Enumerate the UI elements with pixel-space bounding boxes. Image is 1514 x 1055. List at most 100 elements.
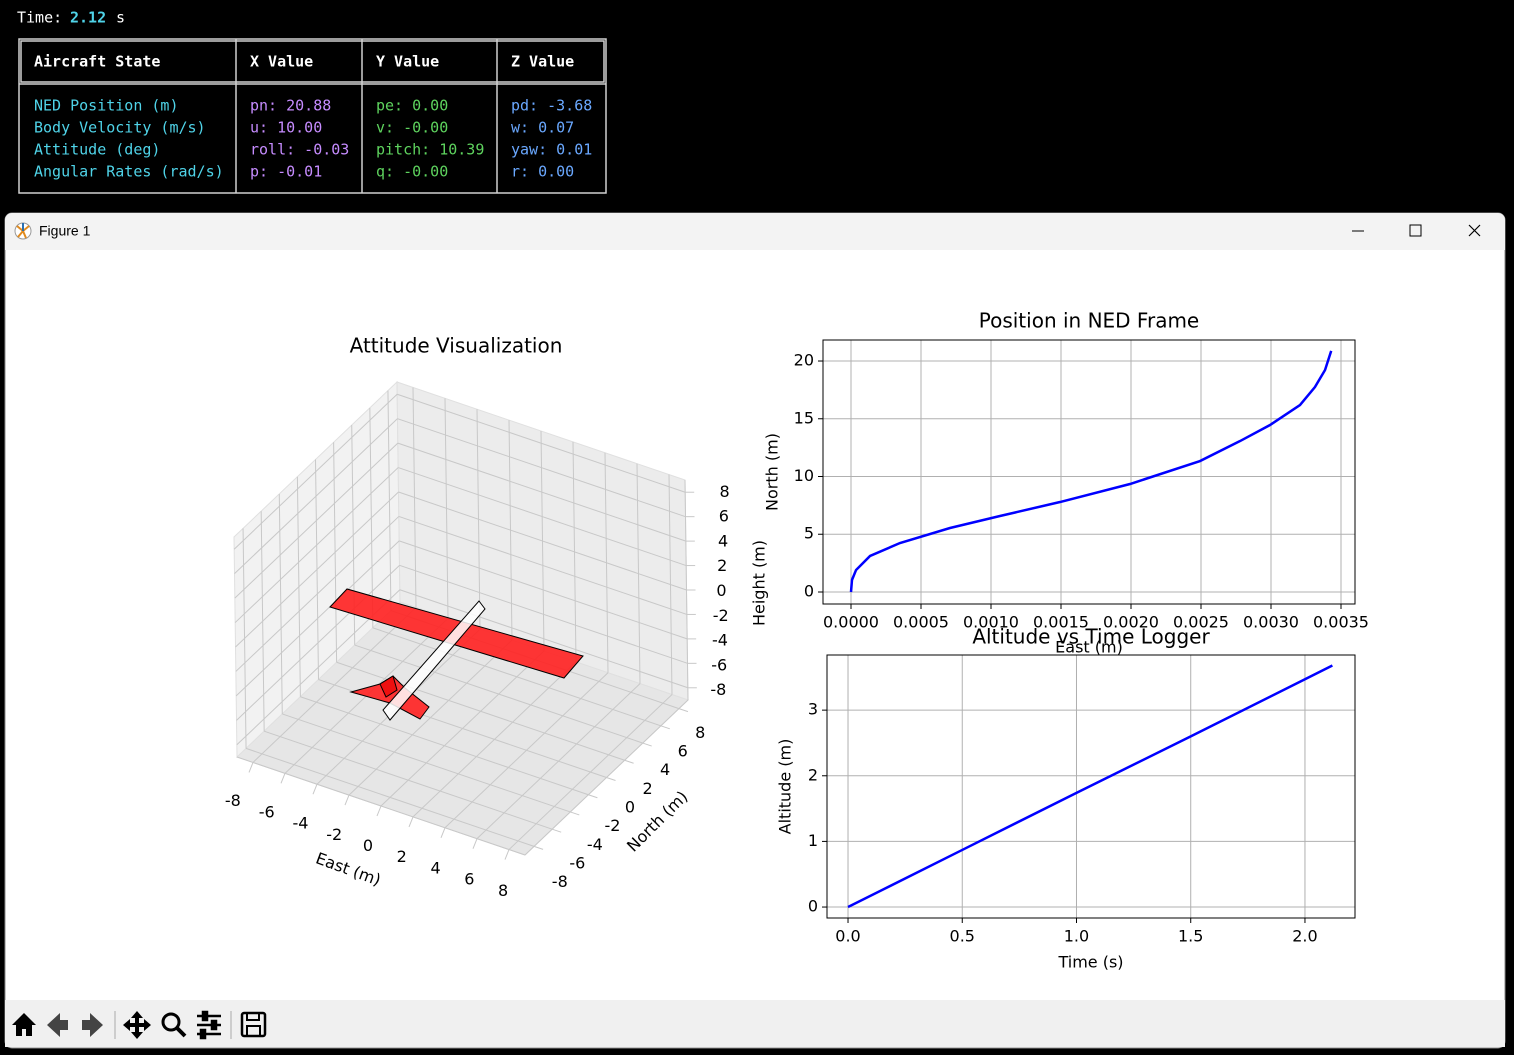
terminal: Time: 2.12 s Aircraft State X Value Y Valu… — [17, 9, 607, 194]
configure-button[interactable] — [197, 1010, 221, 1040]
time-unit: s — [116, 9, 125, 27]
table-cell: q: -0.00 — [376, 163, 448, 181]
table-cell: r: 0.00 — [511, 163, 574, 181]
tick-mark — [472, 838, 478, 849]
z-tick-label: -6 — [711, 655, 727, 674]
grid-line — [399, 564, 688, 664]
table-cell: Angular Rates (rad/s) — [34, 163, 224, 181]
forward-button[interactable] — [82, 1013, 103, 1037]
z-axis-label: Height (m) — [750, 540, 769, 626]
grid-line — [399, 540, 688, 640]
tick-mark — [570, 811, 580, 816]
table-header: Aircraft State — [34, 53, 160, 71]
z-tick-label: -2 — [713, 606, 729, 625]
y-tick-label: 0 — [625, 798, 635, 817]
aircraft-fuselage — [382, 600, 486, 721]
grid-line — [372, 627, 661, 727]
z-tick-label: 6 — [719, 507, 729, 526]
window-title: Figure 1 — [39, 223, 91, 239]
tick-mark — [312, 784, 318, 795]
tick-mark — [408, 816, 414, 828]
tick-mark — [533, 845, 544, 850]
table-cell: Attitude (deg) — [34, 141, 160, 159]
grid-line — [397, 393, 686, 493]
x-tick-label: -8 — [225, 791, 241, 810]
table-cell: w: 0.07 — [511, 119, 574, 137]
x-tick-label: -6 — [259, 802, 275, 821]
back-button[interactable] — [47, 1013, 68, 1037]
grid-line — [233, 393, 398, 550]
z-tick-label: 4 — [718, 531, 728, 550]
y-tick-label: -4 — [587, 835, 603, 854]
x-tick-label: 0.0 — [835, 927, 860, 946]
x-tick-label: -4 — [292, 814, 308, 833]
y-tick-label: 10 — [794, 466, 814, 485]
grid-line — [398, 491, 687, 591]
axes-frame — [826, 654, 1356, 919]
x-tick-label: 6 — [464, 870, 474, 889]
pan-button[interactable] — [123, 1011, 151, 1039]
grid-line — [235, 540, 400, 697]
tick-mark — [642, 742, 652, 747]
altitude-plot: 0.0 0.5 1.0 1.5 2.0 0 1 2 3 Altitude vs Time Logg… — [776, 625, 1356, 972]
home-button[interactable] — [12, 1013, 36, 1036]
z-tick-label: -8 — [710, 680, 726, 699]
save-button[interactable] — [240, 1011, 267, 1038]
x-tick-label: 0.0025 — [1173, 613, 1229, 632]
maximize-button[interactable] — [1409, 224, 1422, 237]
x-tick-label: 2.0 — [1292, 927, 1317, 946]
y-tick-label: -8 — [552, 872, 568, 891]
y-tick-label: 15 — [794, 408, 814, 427]
tick-mark — [280, 773, 286, 784]
table-cell: NED Position (m) — [34, 97, 179, 115]
table-cell: pn: 20.88 — [250, 97, 331, 115]
tick-mark — [624, 759, 634, 764]
y-tick-label: 1 — [808, 831, 818, 850]
table-header: X Value — [250, 53, 313, 71]
close-button[interactable] — [1468, 224, 1481, 237]
y-axis-line — [524, 699, 689, 856]
z-tick-label: -4 — [712, 631, 728, 650]
tick-mark — [504, 849, 510, 860]
y-tick-label: 2 — [642, 779, 652, 798]
y-tick-label: 4 — [660, 760, 670, 779]
tick-mark — [660, 725, 670, 730]
aircraft-model — [329, 588, 584, 721]
axes-frame — [822, 339, 1356, 605]
grid-line — [397, 442, 686, 542]
x-tick-label: 1.5 — [1178, 927, 1203, 946]
x-tick-label: 0.0020 — [1103, 613, 1159, 632]
y-tick-label: 3 — [808, 700, 818, 719]
y-axis-label: North (m) — [763, 433, 782, 511]
grid-line — [336, 661, 625, 761]
y-tick-label: 20 — [794, 351, 814, 370]
table-cell: Body Velocity (m/s) — [34, 119, 206, 137]
table-cell: pe: 0.00 — [376, 97, 448, 115]
app-icon — [14, 222, 32, 240]
z-tick-label: 0 — [716, 581, 726, 600]
title-bar — [5, 213, 1505, 250]
data-line — [849, 350, 1333, 593]
chart-title: Altitude vs Time Logger — [972, 625, 1210, 649]
grid-line — [354, 644, 643, 744]
x-tick-label: 0 — [363, 836, 373, 855]
grid-line — [234, 442, 399, 599]
data-line — [847, 664, 1333, 909]
toolbar — [5, 1000, 1505, 1047]
table-cell: v: -0.00 — [376, 119, 448, 137]
grid-line — [399, 589, 688, 689]
x-tick-label: 2 — [397, 847, 407, 866]
y-axis-label: Altitude (m) — [776, 739, 795, 835]
x-tick-label: 4 — [430, 858, 440, 877]
z-tick-label: 8 — [720, 482, 730, 501]
zoom-button[interactable] — [161, 1012, 187, 1038]
table-cell: u: 10.00 — [250, 119, 322, 137]
table-border — [18, 38, 607, 194]
y-tick-label: 2 — [808, 765, 818, 784]
x-tick-label: -2 — [326, 825, 342, 844]
grid-line — [397, 418, 686, 518]
x-tick-label: 0.0030 — [1243, 613, 1299, 632]
x-tick-label: 0.0000 — [823, 613, 879, 632]
table-cell: p: -0.01 — [250, 163, 322, 181]
